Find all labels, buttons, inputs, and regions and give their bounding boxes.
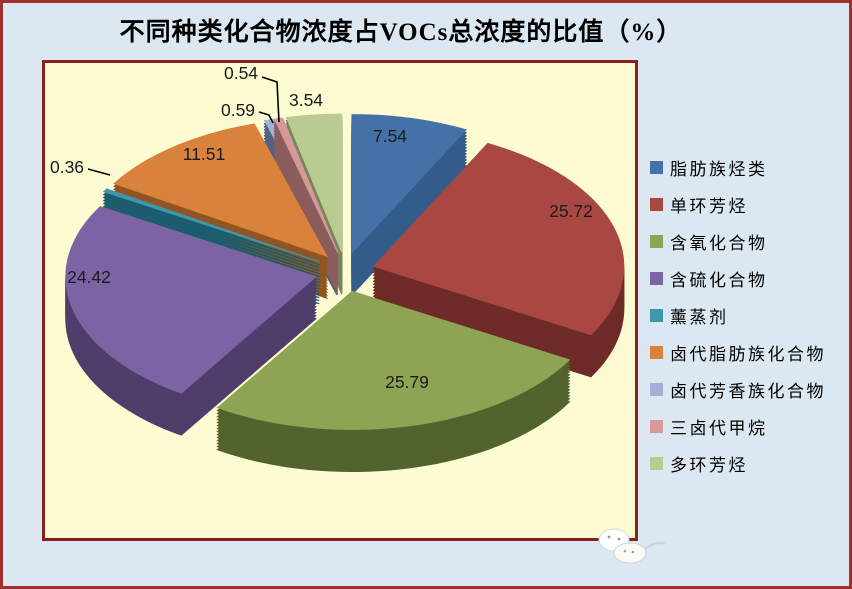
legend-label: 多环芳烃 — [670, 456, 748, 475]
legend-item-2[interactable]: 含氧化合物 — [650, 223, 845, 260]
legend-swatch — [650, 346, 663, 359]
pie-slice-3[interactable] — [65, 206, 317, 436]
legend-item-8[interactable]: 多环芳烃 — [650, 445, 845, 482]
legend-swatch — [650, 235, 663, 248]
legend-item-6[interactable]: 卤代芳香族化合物 — [650, 371, 845, 408]
legend-swatch — [650, 161, 663, 174]
legend-item-0[interactable]: 脂肪族烃类 — [650, 149, 845, 186]
legend-swatch — [650, 383, 663, 396]
legend-label: 薰蒸剂 — [670, 308, 729, 327]
legend-swatch — [650, 309, 663, 322]
chart-title: 不同种类化合物浓度占VOCs总浓度的比值（%） — [119, 19, 683, 46]
legend-item-7[interactable]: 三卤代甲烷 — [650, 408, 845, 445]
legend-item-1[interactable]: 单环芳烃 — [650, 186, 845, 223]
legend-swatch — [650, 272, 663, 285]
pie-slice-2[interactable] — [216, 290, 571, 472]
legend-label: 脂肪族烃类 — [670, 160, 768, 179]
legend-label: 三卤代甲烷 — [670, 419, 768, 438]
pie-slice-1[interactable] — [372, 142, 625, 378]
legend-item-3[interactable]: 含硫化合物 — [650, 260, 845, 297]
legend-swatch — [650, 198, 663, 211]
pie-slice-0[interactable] — [351, 114, 468, 297]
legend-label: 含氧化合物 — [670, 234, 768, 253]
legend-label: 卤代芳香族化合物 — [670, 382, 826, 401]
legend-item-4[interactable]: 薰蒸剂 — [650, 297, 845, 334]
legend: 脂肪族烃类单环芳烃含氧化合物含硫化合物薰蒸剂卤代脂肪族化合物 卤代芳香族化合物 三卤… — [650, 149, 845, 482]
legend-label: 单环芳烃 — [670, 197, 748, 216]
legend-item-5[interactable]: 卤代脂肪族化合物 — [650, 334, 845, 371]
legend-swatch — [650, 420, 663, 433]
legend-swatch — [650, 457, 663, 470]
legend-label: 卤代脂肪族化合物 — [670, 345, 826, 364]
legend-label: 含硫化合物 — [670, 271, 768, 290]
cloud-mascot-icon — [598, 528, 666, 564]
